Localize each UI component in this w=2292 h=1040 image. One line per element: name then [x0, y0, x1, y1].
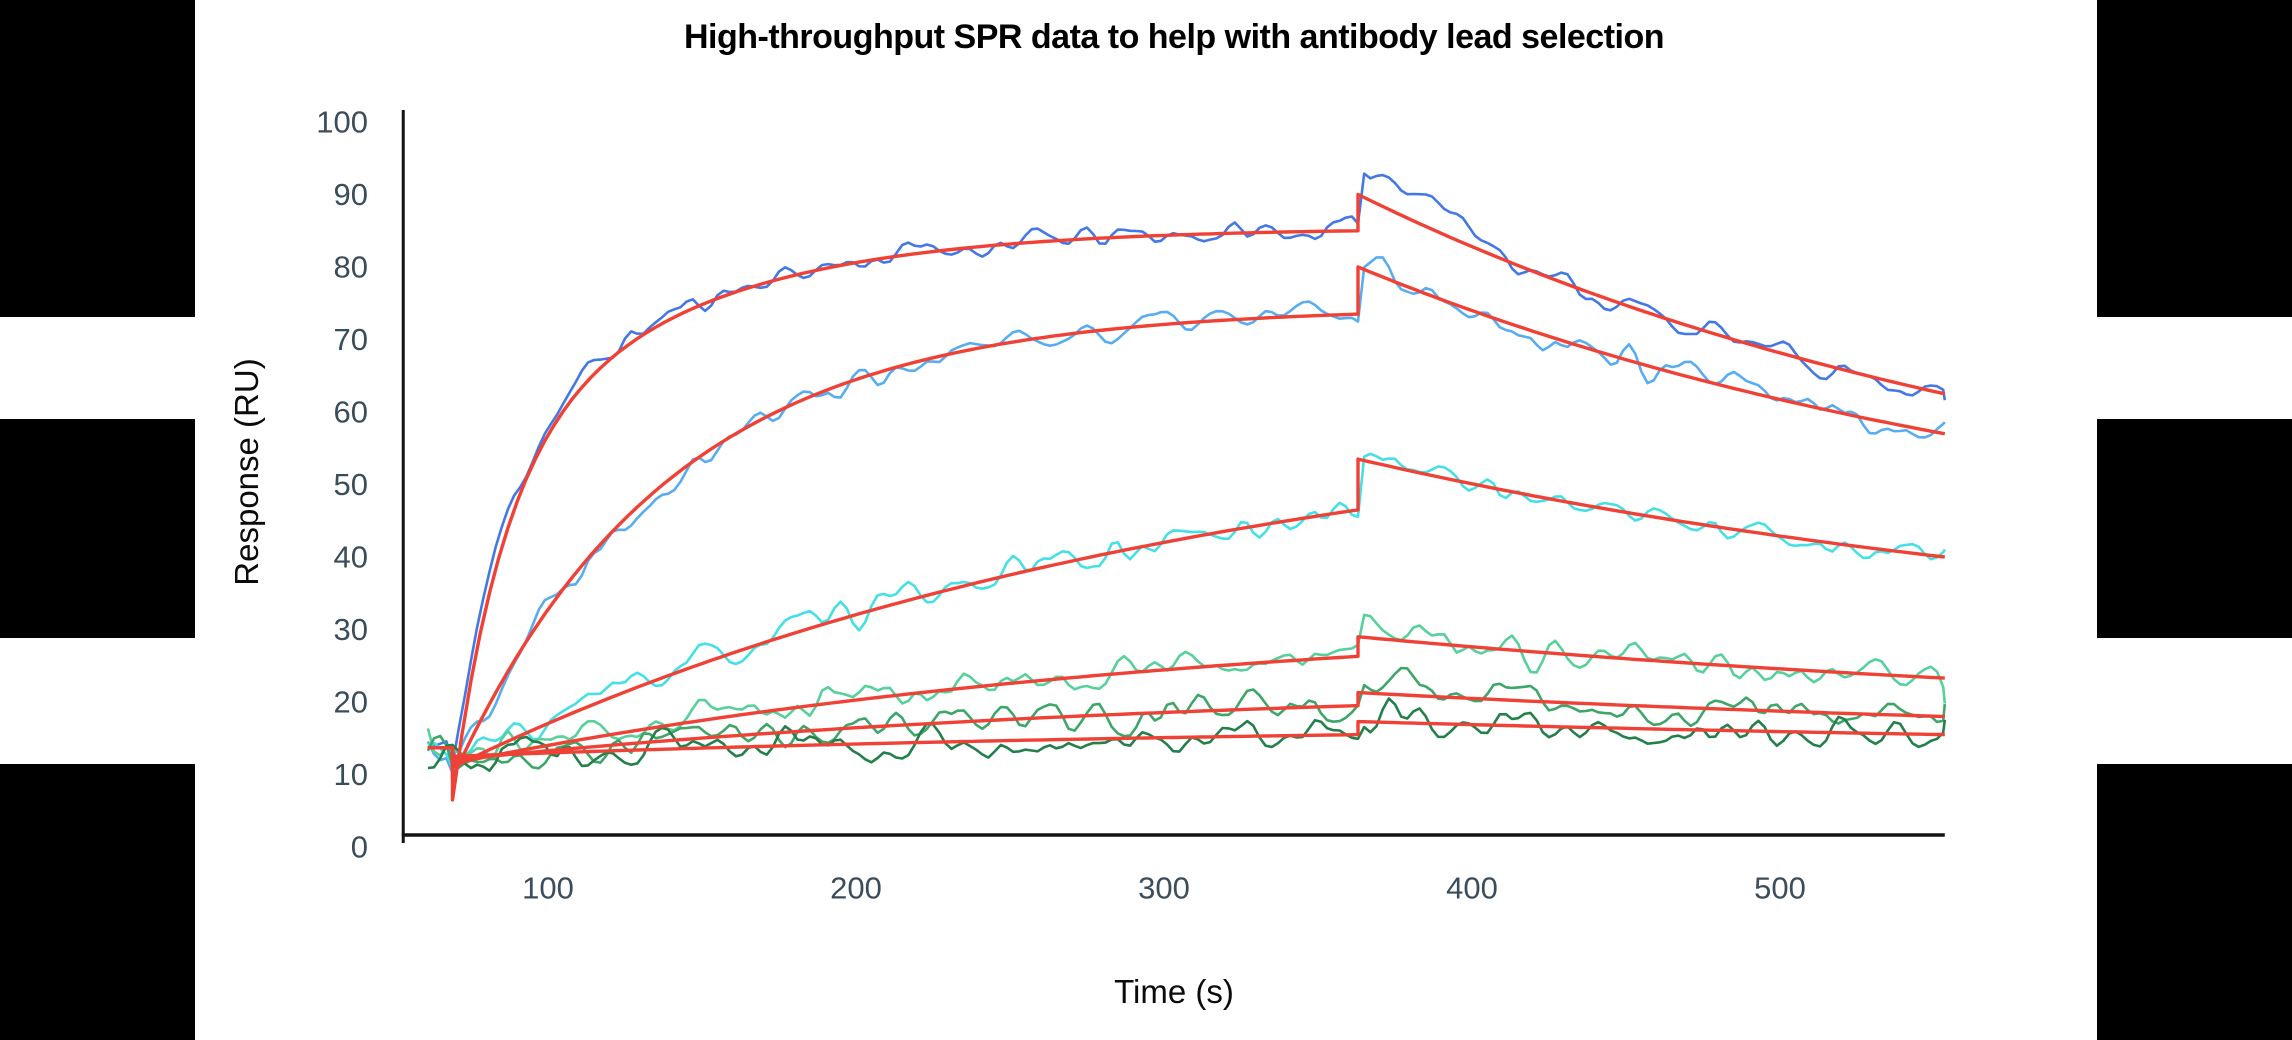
y-tick-label: 30: [334, 612, 368, 647]
x-tick-label: 200: [830, 871, 882, 906]
background-panel-left-middle: [0, 419, 195, 638]
series-3-fit-line: [427, 457, 1945, 769]
y-axis-title: Response (RU): [228, 358, 265, 586]
y-tick-label: 0: [351, 830, 368, 865]
y-tick-label: 80: [334, 250, 368, 285]
y-tick-label: 70: [334, 322, 368, 357]
x-tick-label: 500: [1754, 871, 1806, 906]
background-panel-left-bottom: [0, 764, 195, 1040]
y-tick-label: 40: [334, 540, 368, 575]
series-6-fit-line: [427, 719, 1945, 759]
background-panel-right-bottom: [2097, 764, 2292, 1040]
y-tick-label: 100: [316, 105, 368, 140]
background-panel-left-top: [0, 0, 195, 317]
y-tick-label: 60: [334, 395, 368, 430]
x-tick-label: 300: [1138, 871, 1190, 906]
y-tick-label: 20: [334, 685, 368, 720]
series-2-fit-line: [427, 265, 1946, 780]
y-tick-label: 10: [334, 757, 368, 792]
series-1-data-line: [427, 172, 1947, 767]
x-tick-label: 400: [1446, 871, 1498, 906]
background-panel-right-middle: [2097, 419, 2292, 638]
series-5-fit-line: [427, 690, 1945, 762]
background-panel-right-top: [2097, 0, 2292, 317]
series-2-data-line: [426, 256, 1946, 775]
y-tick-label: 50: [334, 467, 368, 502]
series-3-data-line: [427, 452, 1946, 769]
x-axis-title: Time (s): [1114, 973, 1234, 1010]
series-5-data-line: [426, 666, 1947, 770]
x-tick-label: 100: [522, 871, 574, 906]
series-4-fit-line: [427, 635, 1945, 766]
series-1-fit-line: [427, 192, 1946, 802]
chart-title: High-throughput SPR data to help with an…: [683, 18, 1665, 56]
y-tick-label: 90: [334, 177, 368, 212]
